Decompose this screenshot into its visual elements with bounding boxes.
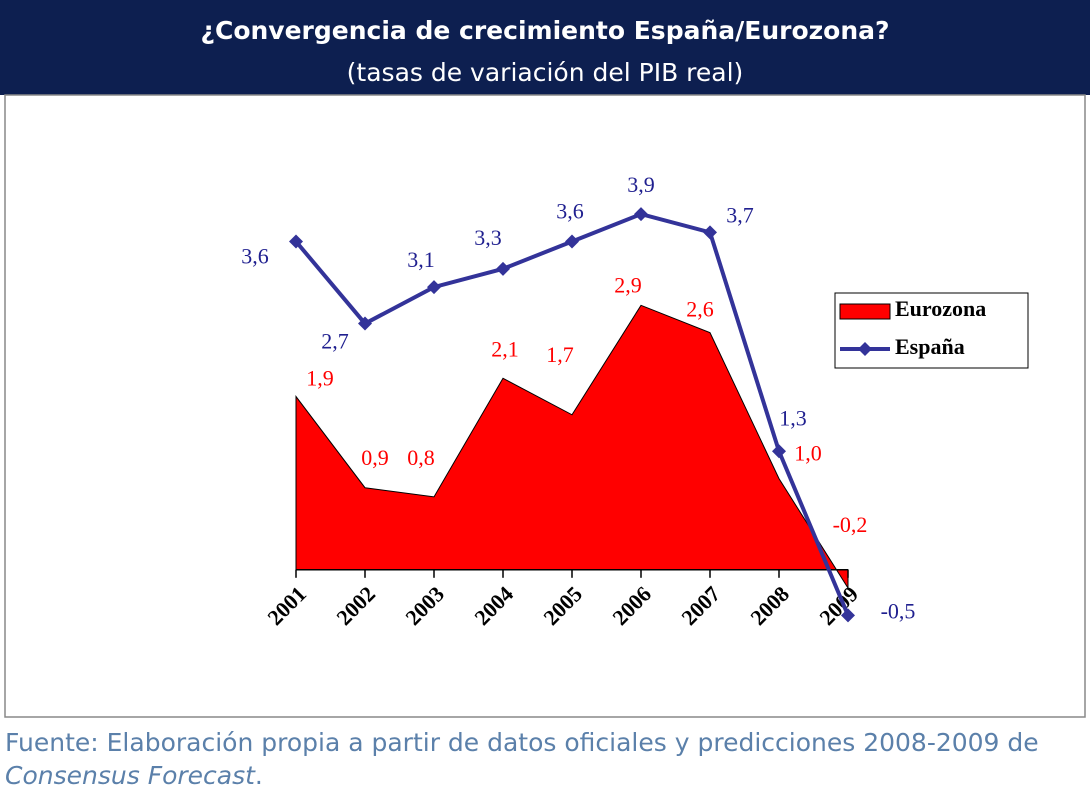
marker [427,280,441,295]
data-label: 1,0 [794,441,822,466]
data-label: 1,7 [546,342,574,367]
source-italic: Consensus Forecast [5,761,255,790]
data-label: 3,7 [726,202,754,227]
x-tick-label: 2005 [538,581,587,630]
x-tick-label: 2006 [607,581,656,630]
data-label: 3,9 [627,172,655,197]
data-label: 2,6 [686,297,714,322]
legend-label: España [895,334,965,359]
marker [496,261,510,276]
source-prefix: Fuente: Elaboración propia a partir de d… [5,728,1039,757]
marker [634,207,648,222]
legend-label: Eurozona [895,296,986,321]
data-label: 3,1 [407,247,435,272]
data-label: 1,3 [779,405,807,430]
data-label: 0,9 [361,445,389,470]
x-tick-label: 2001 [262,581,311,630]
legend-marker [858,342,872,356]
source-note: Fuente: Elaboración propia a partir de d… [5,726,1085,792]
data-label: 3,6 [241,244,269,269]
x-tick-label: 2008 [745,581,794,630]
legend-swatch [839,303,891,320]
marker [703,225,717,240]
data-label: -0,5 [881,598,916,623]
marker [772,444,786,459]
area [295,304,849,590]
data-label: 3,6 [556,199,584,224]
data-label: -0,2 [833,512,868,537]
data-label: 2,7 [321,329,349,354]
x-tick-label: 2002 [331,581,380,630]
marker [289,234,303,249]
x-tick-label: 2003 [400,581,449,630]
frame [4,94,1086,718]
data-label: 3,3 [474,225,502,250]
chart-title: ¿Convergencia de crecimiento España/Euro… [200,16,889,45]
chart-subtitle: (tasas de variación del PIB real) [347,58,744,87]
x-tick-label: 2007 [676,581,725,630]
x-tick-label: 2004 [469,581,518,630]
data-label: 2,9 [614,272,642,297]
data-label: 0,8 [407,445,435,470]
data-label: 2,1 [491,336,519,361]
data-label: 1,9 [306,366,334,391]
header-band [0,0,1090,95]
chart: ¿Convergencia de crecimiento España/Euro… [0,0,1090,718]
marker [565,234,579,249]
source-suffix: . [254,761,263,790]
marker [841,608,855,623]
marker [358,316,372,331]
